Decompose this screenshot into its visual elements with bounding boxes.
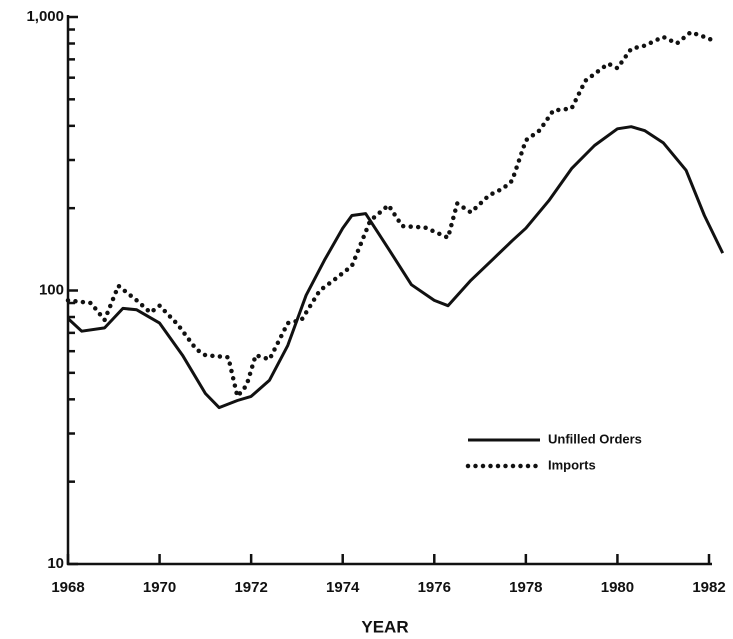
x-tick-label: 1976 xyxy=(418,579,451,596)
y-tick-label: 100 xyxy=(39,281,64,298)
x-tick-label: 1972 xyxy=(234,579,267,596)
x-tick-label: 1968 xyxy=(51,579,84,596)
x-tick-label: 1978 xyxy=(509,579,542,596)
data-line xyxy=(65,29,716,402)
legend-label: Unfilled Orders xyxy=(548,431,642,446)
x-tick-label: 1982 xyxy=(692,579,725,596)
x-tick-label: 1974 xyxy=(326,579,360,596)
legend-label: Imports xyxy=(548,457,596,472)
y-tick-label: 1,000 xyxy=(26,8,64,25)
x-tick-label: 1980 xyxy=(601,579,634,596)
data-line xyxy=(66,125,725,410)
y-tick-label: 10 xyxy=(47,555,64,572)
x-tick-label: 1970 xyxy=(143,579,176,596)
x-axis-label: YEAR xyxy=(361,617,408,636)
